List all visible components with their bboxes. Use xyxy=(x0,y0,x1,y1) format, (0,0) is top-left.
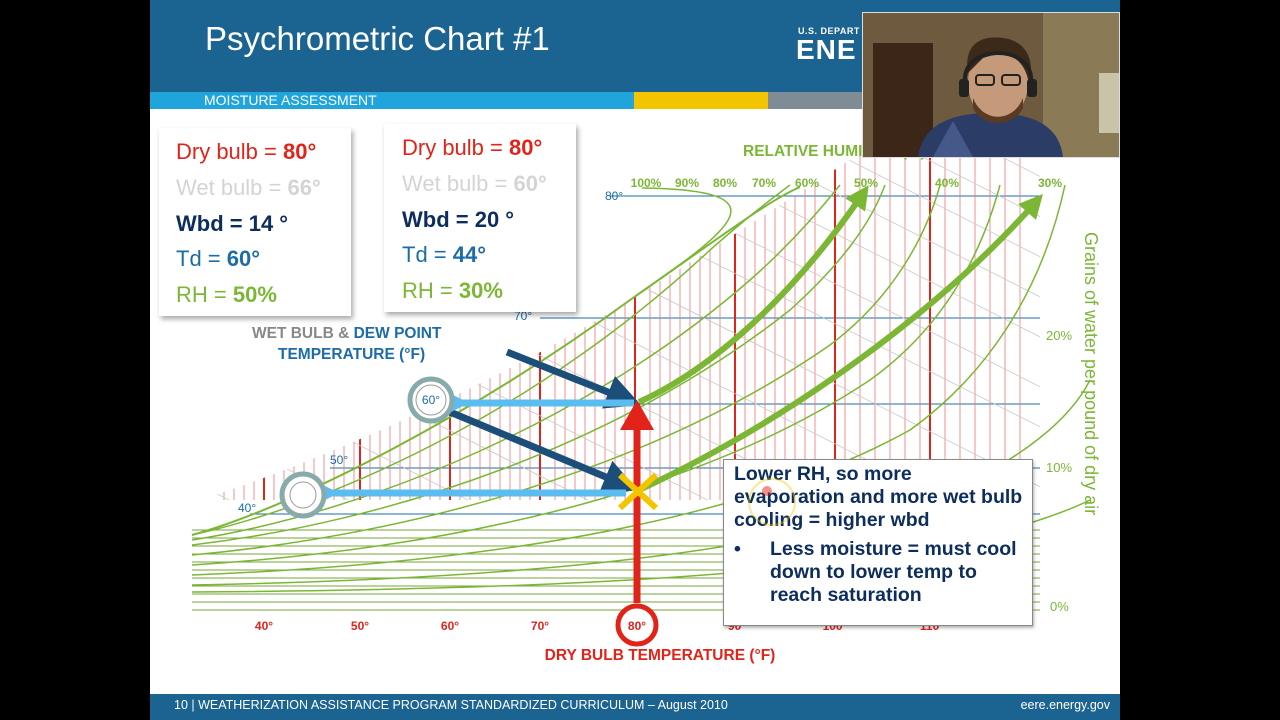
doe-logo-text-small: U.S. DEPART xyxy=(798,26,860,36)
box2-dry-bulb: Dry bulb = 80° xyxy=(402,135,543,160)
section-label: MOISTURE ASSESSMENT xyxy=(204,92,377,108)
box1-td: Td = 60° xyxy=(176,246,261,271)
rh-label: 50% xyxy=(854,176,878,190)
values-box-30rh: Dry bulb = 80° Wet bulb = 60° Wbd = 20 °… xyxy=(384,124,576,312)
slide-footer xyxy=(150,694,1120,720)
dew-point-arrow xyxy=(448,408,638,494)
rh-label: 100% xyxy=(631,176,662,190)
grains-tick: 20% xyxy=(1046,328,1072,343)
box2-td: Td = 44° xyxy=(402,242,487,267)
rh-label: 60% xyxy=(795,176,819,190)
rh-label: 70% xyxy=(752,176,776,190)
section-band-blue xyxy=(150,92,634,109)
wet-bulb-title: WET BULB & DEW POINT xyxy=(252,325,442,342)
box1-dry-bulb: Dry bulb = 80° xyxy=(176,139,317,164)
x-tick: 50° xyxy=(351,619,369,633)
temperature-title: TEMPERATURE (°F) xyxy=(278,346,425,363)
x-tick: 60° xyxy=(441,619,459,633)
box2-wet-bulb: Wet bulb = 60° xyxy=(402,171,547,196)
dry-bulb-arrowhead xyxy=(620,400,654,430)
sat-label: 80° xyxy=(605,189,623,203)
box1-wbd: Wbd = 14 ° xyxy=(176,211,289,236)
slide-title: Psychrometric Chart #1 xyxy=(205,20,550,57)
box2-wbd: Wbd = 20 ° xyxy=(402,207,515,232)
values-box-50rh: Dry bulb = 80° Wet bulb = 66° Wbd = 14 °… xyxy=(159,128,351,316)
rh30-arrow xyxy=(637,194,1043,493)
annotation-box: Lower RH, so more evaporation and more w… xyxy=(723,459,1033,626)
webcam-overlay xyxy=(862,12,1120,158)
rh-label: 90% xyxy=(675,176,699,190)
section-band-yellow xyxy=(634,92,768,109)
presenter-video-icon xyxy=(863,13,1119,157)
grains-ticks: 20% 10% 0% xyxy=(1046,328,1072,614)
rh-labels: 100% 90% 80% 70% 60% 50% 40% 30% xyxy=(631,176,1063,190)
grains-axis-title: Grains of water per pound of dry air xyxy=(1081,232,1101,515)
dry-bulb-axis-title: DRY BULB TEMPERATURE (°F) xyxy=(545,647,776,664)
sat-label: 70° xyxy=(514,309,532,323)
rh-label: 40% xyxy=(935,176,959,190)
wet-bulb-60-inner xyxy=(415,384,447,416)
x-tick: 40° xyxy=(255,619,273,633)
box2-rh: RH = 30% xyxy=(402,278,503,303)
rh-label: 80% xyxy=(713,176,737,190)
state-point-marker xyxy=(617,472,659,511)
box1-rh: RH = 50% xyxy=(176,282,277,307)
x-tick: 70° xyxy=(531,619,549,633)
footer-left-text: 10 | WEATHERIZATION ASSISTANCE PROGRAM S… xyxy=(174,698,728,712)
circle-80-label: 80° xyxy=(628,619,646,633)
circle-60-label: 60° xyxy=(422,393,440,407)
wet-bulb-arrow xyxy=(505,348,642,409)
annotation-bullet: • xyxy=(734,538,741,560)
footer-right-text: eere.energy.gov xyxy=(1020,698,1110,712)
rh50-arrow xyxy=(637,185,869,405)
cursor-highlight xyxy=(748,478,796,526)
grains-tick: 0% xyxy=(1050,599,1069,614)
sat-label: 50° xyxy=(330,453,348,467)
laser-pointer xyxy=(762,486,772,496)
saturation-labels: 40° 50° 70° 80° xyxy=(238,189,623,515)
rh-label: 30% xyxy=(1038,176,1062,190)
dry-bulb-80-circle xyxy=(615,603,659,647)
box1-wet-bulb: Wet bulb = 66° xyxy=(176,175,321,200)
dew-point-44-inner xyxy=(289,481,317,509)
grains-tick: 10% xyxy=(1046,460,1072,475)
sat-label: 40° xyxy=(238,501,256,515)
annotation-sub-text: Less moisture = must cool down to lower … xyxy=(770,538,1017,606)
doe-logo-text: ENE xyxy=(796,34,857,65)
